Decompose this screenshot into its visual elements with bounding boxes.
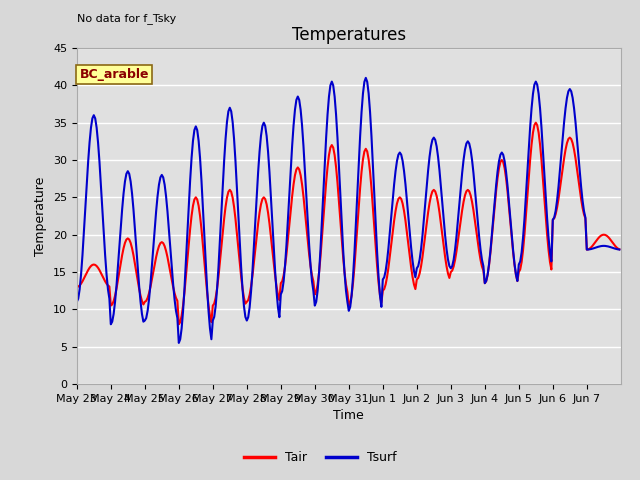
Tair [461,192,469,198]
Tair [532,120,540,126]
Tsurf [73,299,81,305]
Text: No data for f_Tsky: No data for f_Tsky [77,13,176,24]
Tair [353,224,361,230]
Line: Tair: Tair [77,123,620,324]
Tair [108,301,116,307]
Tsurf [92,116,99,121]
Tair [175,322,182,327]
Tsurf [353,192,361,197]
Tair [92,262,99,268]
Tair [614,246,622,252]
Y-axis label: Temperature: Temperature [35,176,47,256]
Tair [616,246,623,252]
Line: Tsurf: Tsurf [77,78,620,343]
Tair [73,284,81,290]
Title: Temperatures: Temperatures [292,25,406,44]
Text: BC_arable: BC_arable [79,68,149,81]
Tsurf [463,141,470,146]
Tsurf [616,247,623,252]
Legend: Tair, Tsurf: Tair, Tsurf [239,446,401,469]
Tsurf [543,216,551,222]
Tsurf [108,319,116,324]
Tsurf [614,246,622,252]
Tair [543,232,551,238]
Tsurf [175,340,182,346]
Tsurf [362,75,370,81]
X-axis label: Time: Time [333,409,364,422]
